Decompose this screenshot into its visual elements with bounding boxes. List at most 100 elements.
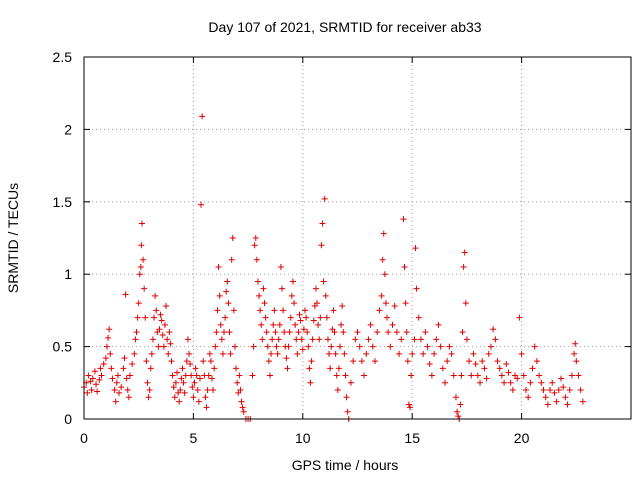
data-point: [468, 372, 475, 379]
data-point: [463, 336, 470, 343]
data-point: [462, 300, 469, 307]
data-point: [205, 372, 212, 379]
data-point: [193, 372, 200, 379]
data-point: [505, 369, 512, 376]
data-point: [330, 307, 337, 314]
data-point: [204, 387, 211, 394]
data-point: [501, 379, 508, 386]
data-point: [509, 387, 516, 394]
data-point: [163, 303, 170, 310]
data-point: [149, 336, 156, 343]
y-axis-label: SRMTID / TECUs: [5, 183, 21, 293]
data-point: [426, 360, 433, 367]
y-tick-label: 2: [64, 121, 72, 137]
data-point: [459, 329, 466, 336]
x-tick-label: 5: [190, 430, 198, 446]
data-point: [324, 336, 331, 343]
data-point: [270, 321, 277, 328]
data-point: [269, 336, 276, 343]
data-point: [415, 314, 422, 321]
data-point: [387, 343, 394, 350]
data-point: [424, 343, 431, 350]
y-tick-label: 0: [64, 411, 72, 427]
data-points: [81, 113, 586, 422]
data-point: [300, 326, 307, 333]
data-point: [458, 372, 465, 379]
data-point: [461, 249, 468, 256]
data-point: [297, 317, 304, 324]
data-point: [177, 387, 184, 394]
data-point: [540, 387, 547, 394]
data-point: [112, 398, 119, 405]
data-point: [216, 292, 223, 299]
data-point: [544, 401, 551, 408]
data-point: [236, 372, 243, 379]
data-point: [171, 394, 178, 401]
data-point: [318, 242, 325, 249]
data-point: [153, 307, 160, 314]
data-point: [273, 343, 280, 350]
data-point: [276, 321, 283, 328]
data-point: [319, 220, 326, 227]
data-point: [571, 350, 578, 357]
data-point: [136, 271, 143, 278]
data-point: [203, 404, 210, 411]
data-point: [431, 350, 438, 357]
data-point: [295, 329, 302, 336]
data-point: [291, 300, 298, 307]
data-point: [213, 329, 220, 336]
data-point: [572, 340, 579, 347]
x-axis-label: GPS time / hours: [292, 457, 399, 473]
data-point: [161, 321, 168, 328]
data-point: [301, 307, 308, 314]
data-point: [343, 394, 350, 401]
data-point: [308, 358, 315, 365]
data-point: [159, 332, 166, 339]
data-point: [479, 358, 486, 365]
data-point: [507, 379, 514, 386]
data-point: [358, 358, 365, 365]
data-point: [454, 408, 461, 415]
data-point: [407, 404, 414, 411]
data-point: [196, 375, 203, 382]
data-point: [402, 300, 409, 307]
data-point: [542, 394, 549, 401]
data-point: [88, 387, 95, 394]
data-point: [522, 387, 529, 394]
data-point: [234, 379, 241, 386]
data-point: [208, 375, 215, 382]
data-point: [222, 314, 229, 321]
data-point: [228, 256, 235, 263]
data-point: [560, 384, 567, 391]
data-point: [566, 387, 573, 394]
y-tick-label: 2.5: [53, 49, 73, 65]
data-point: [518, 350, 525, 357]
data-point: [238, 398, 245, 405]
data-point: [116, 389, 123, 396]
data-point: [237, 387, 244, 394]
data-point: [93, 381, 100, 388]
data-point: [221, 329, 228, 336]
data-point: [170, 384, 177, 391]
data-point: [551, 389, 558, 396]
data-point: [379, 256, 386, 263]
data-point: [408, 372, 415, 379]
data-point: [347, 379, 354, 386]
data-point: [428, 372, 435, 379]
data-point: [155, 343, 162, 350]
data-point: [341, 350, 348, 357]
data-point: [401, 263, 408, 270]
plot-frame: [83, 56, 632, 420]
data-point: [223, 288, 230, 295]
data-point: [262, 314, 269, 321]
data-point: [272, 329, 279, 336]
data-point: [446, 343, 453, 350]
data-point: [333, 372, 340, 379]
data-point: [268, 350, 275, 357]
data-point: [384, 314, 391, 321]
data-point: [143, 358, 150, 365]
data-point: [352, 336, 359, 343]
data-point: [200, 358, 207, 365]
data-point: [271, 307, 278, 314]
